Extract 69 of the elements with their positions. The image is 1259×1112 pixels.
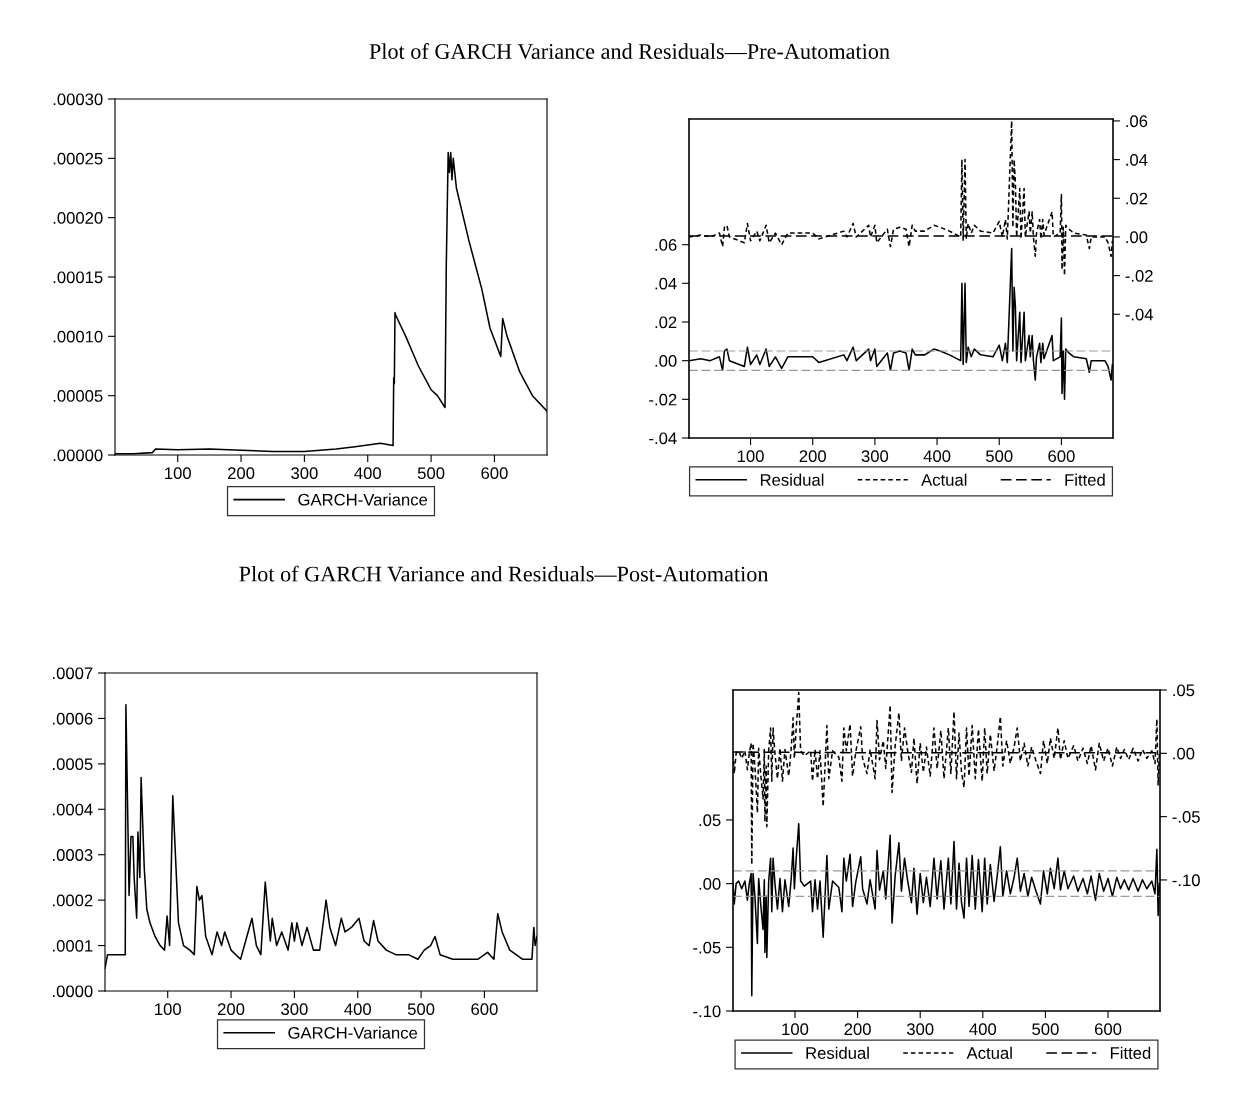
y-tick-label: .00015 bbox=[53, 271, 103, 284]
legend-label: Actual bbox=[921, 473, 967, 486]
legend-label: Residual bbox=[806, 1046, 869, 1059]
y-tick-label: .05 bbox=[699, 814, 721, 827]
legend-label: Fitted bbox=[1065, 473, 1105, 486]
x-tick-label: 100 bbox=[737, 450, 764, 463]
x-tick-label: 200 bbox=[844, 1023, 871, 1036]
y-tick-label: .0003 bbox=[53, 849, 93, 861]
x-tick-label: 300 bbox=[291, 467, 318, 480]
y-tick-label: .00005 bbox=[53, 390, 103, 402]
y-tick-label: .00 bbox=[699, 878, 721, 890]
y-tick-label: .02 bbox=[655, 316, 677, 329]
x-tick-label: 400 bbox=[354, 467, 381, 480]
y-tick-label: -.02 bbox=[649, 393, 677, 406]
y-tick-label: .0000 bbox=[53, 985, 93, 998]
y-tick-label: .06 bbox=[655, 239, 677, 251]
y2-tick-label: .00 bbox=[1173, 747, 1195, 760]
legend-label: Fitted bbox=[1110, 1046, 1151, 1059]
y-tick-label: .0005 bbox=[53, 758, 93, 771]
y-tick-label: -.10 bbox=[693, 1005, 721, 1018]
y-tick-label: .04 bbox=[655, 277, 677, 290]
x-tick-label: 400 bbox=[344, 1003, 371, 1016]
x-tick-label: 300 bbox=[281, 1003, 308, 1016]
y2-tick-label: -.04 bbox=[1125, 308, 1154, 321]
y-tick-label: .0007 bbox=[53, 667, 93, 680]
chart-title: Plot of GARCH Variance and Residuals—Post-Automation bbox=[239, 565, 769, 582]
x-tick-label: 500 bbox=[985, 450, 1013, 463]
y-tick-label: .0006 bbox=[53, 712, 93, 725]
legend-label: GARCH-Variance bbox=[288, 1026, 418, 1039]
y-tick-label: .00020 bbox=[53, 212, 103, 224]
y-tick-label: -.04 bbox=[649, 432, 677, 445]
x-tick-label: 500 bbox=[407, 1003, 435, 1016]
legend-label: Residual bbox=[760, 473, 824, 486]
text: Plot of GARCH Variance and Residuals—Pre-Automation bbox=[369, 43, 890, 60]
y-tick-label: .00025 bbox=[53, 152, 103, 165]
x-tick-label: 400 bbox=[969, 1023, 997, 1036]
legend-label: GARCH-Variance bbox=[298, 493, 428, 506]
y-tick-label: .00 bbox=[655, 355, 677, 367]
y2-tick-label: .06 bbox=[1126, 115, 1148, 128]
y-tick-label: -.05 bbox=[693, 941, 721, 954]
y2-tick-label: .00 bbox=[1126, 231, 1148, 244]
x-tick-label: 200 bbox=[217, 1003, 245, 1016]
y2-tick-label: -.02 bbox=[1125, 270, 1153, 282]
x-tick-label: 200 bbox=[227, 467, 255, 480]
x-tick-label: 100 bbox=[165, 467, 191, 480]
y-tick-label: .00010 bbox=[53, 330, 103, 343]
x-tick-label: 200 bbox=[799, 450, 826, 463]
y-tick-label: .0004 bbox=[53, 803, 93, 816]
x-tick-label: 500 bbox=[417, 467, 445, 480]
y2-tick-label: .05 bbox=[1173, 684, 1195, 697]
y2-tick-label: .02 bbox=[1126, 192, 1148, 205]
y-tick-label: .0001 bbox=[53, 939, 93, 952]
x-tick-label: 300 bbox=[906, 1023, 934, 1036]
x-tick-label: 600 bbox=[471, 1003, 498, 1016]
x-tick-label: 600 bbox=[1048, 450, 1075, 463]
y-tick-label: .00000 bbox=[53, 449, 103, 462]
x-tick-label: 400 bbox=[923, 450, 951, 463]
y-tick-label: .00030 bbox=[53, 93, 103, 106]
y-tick-label: .0002 bbox=[53, 894, 93, 907]
y2-tick-label: -.05 bbox=[1172, 811, 1200, 823]
y2-tick-label: .04 bbox=[1126, 154, 1148, 166]
x-tick-label: 300 bbox=[861, 450, 889, 463]
x-tick-label: 100 bbox=[782, 1023, 809, 1036]
x-tick-label: 600 bbox=[1094, 1023, 1122, 1036]
legend-label: Actual bbox=[966, 1046, 1012, 1059]
x-tick-label: 600 bbox=[481, 467, 508, 480]
x-tick-label: 500 bbox=[1032, 1023, 1059, 1036]
y2-tick-label: -.10 bbox=[1172, 874, 1200, 887]
x-tick-label: 100 bbox=[155, 1003, 181, 1016]
